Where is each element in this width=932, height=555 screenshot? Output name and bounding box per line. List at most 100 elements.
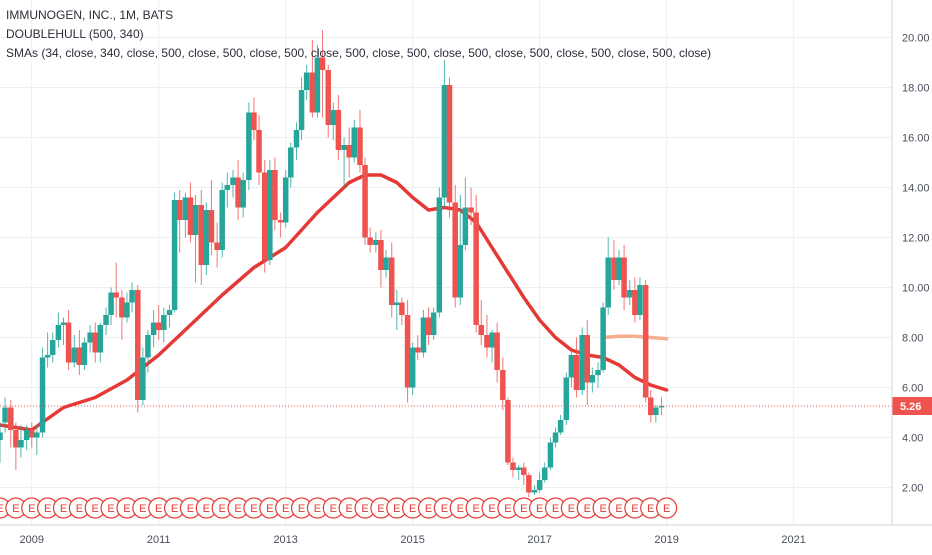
candle-body: [563, 377, 570, 420]
candle-body: [272, 170, 278, 220]
earnings-marker-circle: [656, 497, 678, 519]
indicator-smas[interactable]: SMAs (34, close, 340, close, 500, close,…: [6, 46, 712, 60]
symbol-title[interactable]: IMMUNOGEN, INC., 1M, BATS: [6, 8, 174, 22]
candle-body: [0, 432, 3, 440]
x-tick-label: 2013: [273, 534, 297, 546]
candle-body: [521, 467, 527, 475]
candle-body: [536, 480, 543, 490]
earnings-marker-label: E: [250, 503, 257, 515]
earnings-marker-label: E: [425, 503, 432, 515]
candle-body: [176, 200, 183, 220]
earnings-marker-label: E: [298, 503, 305, 515]
candle-body: [198, 205, 205, 265]
candle-body: [251, 112, 257, 130]
doublehull-line: [601, 334, 669, 341]
earnings-marker-label: E: [520, 503, 527, 515]
candle-body: [557, 420, 564, 433]
candle-body: [462, 207, 469, 245]
candle-body: [589, 375, 596, 383]
candle-body: [71, 347, 78, 363]
candle-body: [505, 400, 511, 463]
earnings-marker-label: E: [568, 503, 575, 515]
candle-body: [166, 310, 173, 315]
candle-body: [135, 290, 141, 400]
candle-body: [425, 317, 432, 335]
candle-body: [489, 332, 495, 348]
candle-body: [468, 207, 474, 213]
candle-body: [346, 145, 352, 158]
candle-body: [457, 245, 464, 298]
candle-body: [28, 430, 35, 438]
candle-body: [208, 210, 215, 243]
x-tick-label: 2019: [654, 534, 678, 546]
candle-body: [298, 90, 305, 130]
candle-body: [658, 406, 665, 408]
last-price-label: 5.26: [900, 401, 921, 413]
earnings-marker-label: E: [361, 503, 368, 515]
candle-body: [140, 357, 146, 400]
candle-body: [230, 177, 236, 185]
candle-body: [18, 440, 24, 448]
y-tick-label: 10.00: [902, 283, 930, 295]
candle-body: [240, 180, 246, 208]
candle-body: [261, 172, 268, 260]
candle-body: [214, 242, 220, 250]
earnings-marker-label: E: [107, 503, 114, 515]
candle-body: [335, 110, 342, 150]
earnings-marker-label: E: [44, 503, 51, 515]
candle-body: [637, 285, 643, 315]
candle-body: [647, 397, 654, 415]
candle-body: [515, 467, 522, 470]
candle-body: [87, 332, 93, 343]
candle-body: [430, 312, 437, 335]
earnings-marker-label: E: [282, 503, 289, 515]
candle-body: [584, 335, 591, 383]
earnings-marker-label: E: [647, 503, 654, 515]
candle-body: [76, 347, 83, 365]
candle-body: [341, 145, 347, 150]
candle-body: [579, 335, 585, 390]
candle-body: [394, 302, 400, 305]
candle-body: [145, 335, 151, 358]
chart-legend: IMMUNOGEN, INC., 1M, BATS DOUBLEHULL (50…: [6, 6, 711, 63]
candle-body: [113, 292, 119, 298]
earnings-marker-label: E: [314, 503, 321, 515]
y-tick-label: 20.00: [902, 33, 930, 45]
x-tick-label: 2009: [20, 534, 44, 546]
earnings-marker-label: E: [171, 503, 178, 515]
candle-body: [484, 335, 490, 348]
candle-body: [129, 290, 135, 303]
candle-body: [414, 347, 421, 353]
earnings-marker-label: E: [330, 503, 337, 515]
candle-body: [161, 315, 167, 330]
candle-body: [653, 407, 659, 415]
candle-body: [420, 317, 427, 353]
earnings-marker-label: E: [393, 503, 400, 515]
earnings-marker-label: E: [488, 503, 495, 515]
candle-body: [171, 200, 178, 310]
y-tick-label: 4.00: [902, 433, 923, 445]
candle-body: [621, 257, 627, 298]
candle-body: [616, 257, 622, 280]
y-tick-label: 6.00: [902, 383, 923, 395]
candle-body: [541, 467, 548, 480]
earnings-marker-label: E: [584, 503, 591, 515]
candle-body: [473, 212, 479, 325]
last-price-line: 5.26: [0, 397, 932, 415]
candle-body: [436, 197, 443, 313]
candle-body: [632, 290, 638, 315]
candle-body: [595, 370, 601, 375]
candle-body: [150, 322, 157, 335]
candle-body: [8, 407, 14, 430]
candle-body: [600, 307, 606, 370]
indicator-doublehull[interactable]: DOUBLEHULL (500, 340): [6, 27, 144, 41]
candle-body: [256, 130, 262, 173]
earnings-marker-label: E: [203, 503, 210, 515]
candle-body: [65, 322, 72, 363]
candle-body: [103, 315, 109, 325]
candle-body: [547, 442, 554, 468]
candle-body: [357, 127, 363, 165]
